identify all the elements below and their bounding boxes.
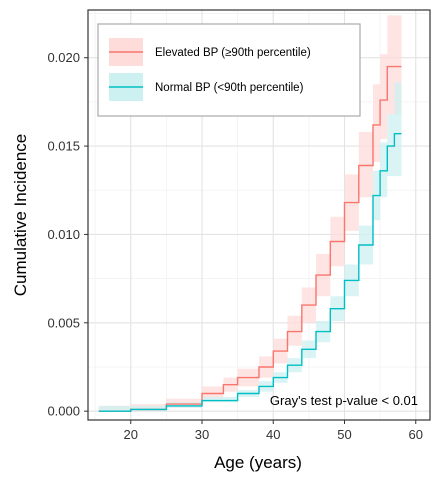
y-axis-title: Cumulative Incidence (11, 134, 30, 297)
legend-box (97, 23, 361, 117)
y-tick-label: 0.015 (47, 139, 80, 154)
y-tick-label: 0.000 (47, 404, 80, 419)
x-axis: 20 30 40 50 60 (124, 420, 423, 442)
y-tick-label: 0.020 (47, 50, 80, 65)
x-tick-label: 20 (124, 427, 138, 442)
x-axis-title: Age (years) (214, 453, 302, 472)
confidence-band-normal (98, 82, 402, 412)
x-tick-label: 60 (409, 427, 423, 442)
legend: Elevated BP (≥90th percentile) Normal BP … (97, 23, 361, 117)
x-tick-label: 30 (195, 427, 209, 442)
y-tick-label: 0.010 (47, 227, 80, 242)
grays-test-annotation: Gray's test p-value < 0.01 (270, 393, 418, 408)
plot-border (87, 9, 431, 421)
legend-label: Normal BP (<90th percentile) (155, 82, 304, 94)
y-axis: 0.000 0.005 0.010 0.015 0.020 (47, 50, 88, 419)
series-line-elevated (98, 65, 402, 412)
x-tick-label: 40 (266, 427, 280, 442)
x-tick-label: 50 (337, 427, 351, 442)
legend-label: Elevated BP (≥90th percentile) (155, 47, 311, 59)
series-lines (98, 65, 402, 412)
series-line-normal (98, 132, 402, 412)
y-tick-label: 0.005 (47, 315, 80, 330)
confidence-bands (98, 15, 402, 412)
